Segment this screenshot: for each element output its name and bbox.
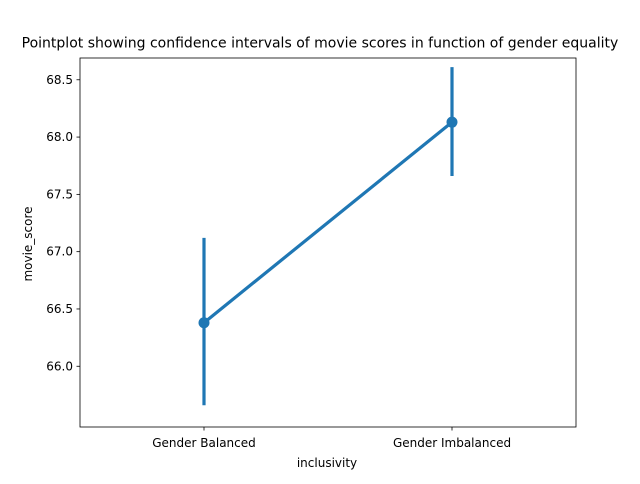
y-tick-label: 68.0 [46,130,73,144]
data-point [446,116,458,128]
y-tick-label: 68.5 [46,73,73,87]
y-axis-label: movie_score [21,206,35,281]
series-line [202,120,454,324]
data-point [198,317,210,329]
axis-ticks: 66.0 66.5 67.0 67.5 68.0 68.5 Gender Balanced G… [46,73,511,450]
x-tick-label: Gender Balanced [152,436,256,450]
x-tick-label: Gender Imbalanced [393,436,511,450]
y-tick-label: 67.0 [46,245,73,259]
y-tick-label: 66.5 [46,302,73,316]
plot-frame [79,57,577,428]
y-tick-label: 66.0 [46,359,73,373]
series-layer [198,67,458,406]
y-tick-label: 67.5 [46,187,73,201]
axes-frame [79,57,577,428]
chart-title: Pointplot showing confidence intervals o… [22,36,619,52]
x-axis-label: inclusivity [297,456,357,470]
